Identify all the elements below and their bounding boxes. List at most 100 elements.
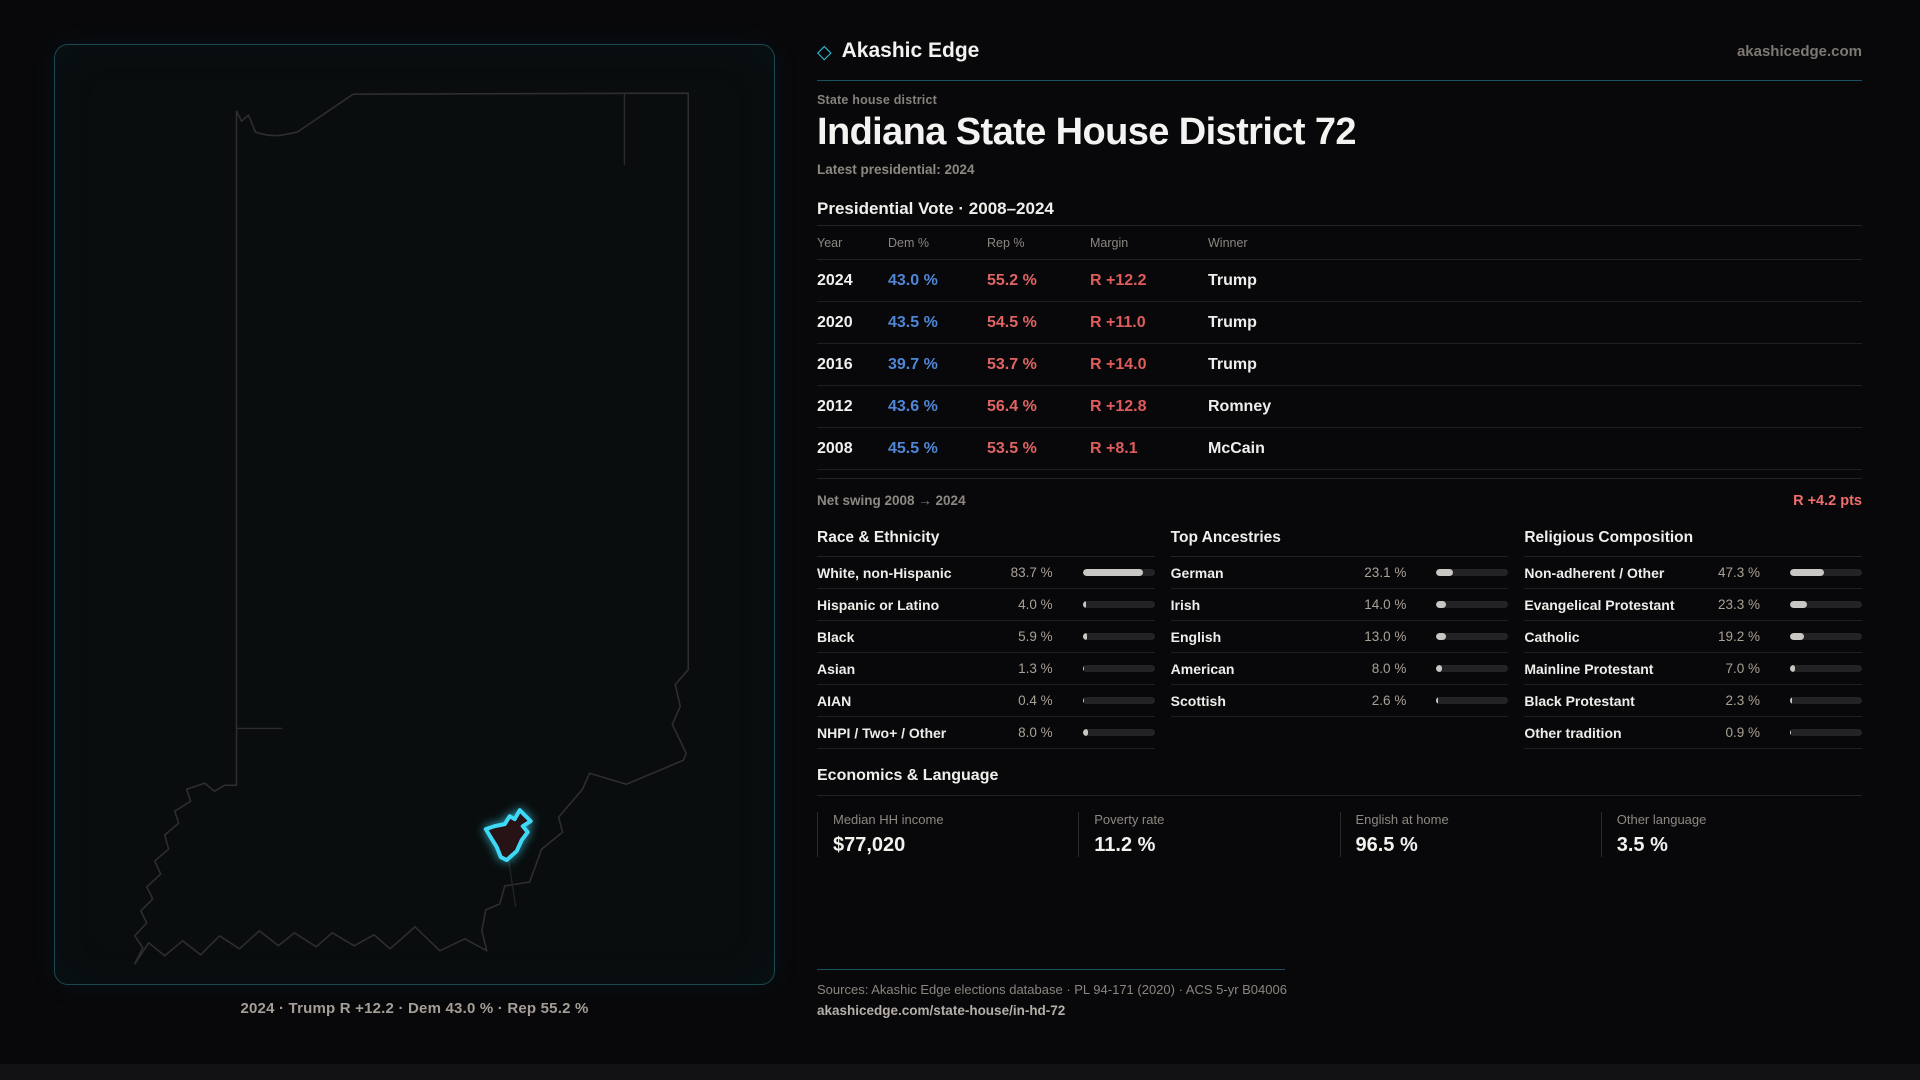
demo-row-evangelical-protestant: Evangelical Protestant 23.3 % [1524,589,1862,621]
stat-median-hh-income: Median HH income $77,020 [817,812,1078,857]
demo-group-title: Race & Ethnicity [817,529,1155,557]
demo-row-other-tradition: Other tradition 0.9 % [1524,717,1862,749]
demo-bar [1436,601,1509,608]
demo-bar-fill [1436,697,1439,704]
demo-label: Asian [817,660,856,677]
cell-winner: Trump [1208,259,1862,302]
cell-rep: 53.7 % [987,343,1090,386]
presidential-vote-table: Year Dem % Rep % Margin Winner 2024 43.0 … [817,225,1862,470]
district-72-shape[interactable] [483,808,533,863]
demo-value: 23.3 % [1717,597,1760,612]
stat-label: Poverty rate [1094,812,1165,827]
demo-label: German [1170,564,1224,581]
col-rep: Rep % [987,225,1090,260]
district-map-panel [54,44,775,985]
brand-header: ◇ Akashic Edge akashicedge.com [817,36,1862,66]
cell-margin: R +11.0 [1090,301,1208,344]
demo-row-irish: Irish 14.0 % [1170,589,1509,621]
page-eyebrow: State house district [817,93,937,107]
demo-label: American [1170,660,1235,677]
cell-year: 2012 [817,385,888,428]
demo-label: Mainline Protestant [1524,660,1654,677]
demo-bar-fill [1789,665,1796,672]
demo-value: 83.7 % [1010,565,1053,580]
demo-row-nhpi-two-other: NHPI / Two+ / Other 8.0 % [817,717,1155,749]
table-end-divider [817,478,1862,479]
demo-row-black: Black 5.9 % [817,621,1155,653]
demo-label: Black Protestant [1524,692,1635,709]
net-swing-label: Net swing 2008 → 2024 [817,493,966,508]
demo-row-german: German 23.1 % [1170,557,1509,589]
demo-value: 23.1 % [1364,565,1407,580]
demo-bar [1789,665,1862,672]
col-year: Year [817,225,888,260]
demo-label: Scottish [1170,692,1226,709]
stat-label: English at home [1355,812,1449,827]
permalink[interactable]: akashicedge.com/state-house/in-hd-72 [817,1003,1066,1018]
demo-group-race-ethnicity: Race & Ethnicity White, non-Hispanic 83.7 … [817,529,1155,749]
county-line-south [508,860,517,907]
demo-label: English [1170,628,1222,645]
cell-dem: 45.5 % [888,427,987,470]
report-content: ◇ Akashic Edge akashicedge.com State hou… [817,36,1862,1018]
stat-label: Other language [1616,812,1707,827]
vote-row-2012: 2012 43.6 % 56.4 % R +12.8 Romney [817,385,1862,428]
col-dem: Dem % [888,225,987,260]
demo-row-american: American 8.0 % [1170,653,1509,685]
page-subtitle: Latest presidential: 2024 [817,162,975,177]
demo-bar-fill [1082,665,1084,672]
demo-value: 2.3 % [1725,693,1760,708]
cell-dem: 39.7 % [888,343,987,386]
col-winner: Winner [1208,225,1862,260]
cell-year: 2020 [817,301,888,344]
demo-value: 19.2 % [1717,629,1760,644]
cell-rep: 56.4 % [987,385,1090,428]
demo-bar-fill [1789,697,1792,704]
cell-margin: R +12.2 [1090,259,1208,302]
demo-value: 8.0 % [1371,661,1407,676]
demo-label: Other tradition [1524,724,1622,741]
demo-bar-fill [1789,601,1807,608]
sources-line: Sources: Akashic Edge elections database… [817,982,1287,997]
demo-group-title: Top Ancestries [1170,529,1509,557]
demo-bar-fill [1082,729,1089,736]
net-swing-row: Net swing 2008 → 2024 R +4.2 pts [817,493,1862,509]
cell-year: 2016 [817,343,888,386]
demo-bar-fill [1789,729,1791,736]
demo-bar [1082,569,1155,576]
demo-bar [1436,569,1509,576]
demo-bar [1789,729,1862,736]
vote-table-header-row: Year Dem % Rep % Margin Winner [817,225,1862,260]
vote-table-body: 2024 43.0 % 55.2 % R +12.2 Trump 2020 43.5 % 54… [817,259,1862,470]
net-swing-value: R +4.2 pts [1793,493,1862,509]
demo-label: NHPI / Two+ / Other [817,724,947,741]
brand-diamond-icon: ◇ [817,41,832,63]
col-margin: Margin [1090,225,1208,260]
vote-table-title: Presidential Vote · 2008–2024 [817,199,1054,218]
demo-row-non-adherent-other: Non-adherent / Other 47.3 % [1524,557,1862,589]
cell-winner: Trump [1208,301,1862,344]
demo-value: 0.9 % [1725,725,1760,740]
stat-english-at-home: English at home 96.5 % [1339,812,1601,857]
map-caption: 2024 · Trump R +12.2 · Dem 43.0 % · Rep … [240,1000,589,1017]
demo-bar-fill [1082,601,1086,608]
cell-dem: 43.6 % [888,385,987,428]
demo-value: 2.6 % [1371,693,1407,708]
demo-row-english: English 13.0 % [1170,621,1509,653]
demo-bar-fill [1082,569,1143,576]
bottom-edge-bar [0,1064,1920,1080]
demo-bar [1789,569,1862,576]
demo-bar [1436,633,1509,640]
demo-row-white-non-hispanic: White, non-Hispanic 83.7 % [817,557,1155,589]
demo-label: Irish [1170,596,1201,613]
demo-value: 7.0 % [1725,661,1760,676]
cell-winner: Romney [1208,385,1862,428]
demo-row-aian: AIAN 0.4 % [817,685,1155,717]
cell-dem: 43.5 % [888,301,987,344]
demo-label: Non-adherent / Other [1524,564,1665,581]
demo-bar-fill [1082,633,1087,640]
brand-domain[interactable]: akashicedge.com [1736,42,1862,60]
cell-winner: Trump [1208,343,1862,386]
economics-stats: Median HH income $77,020 Poverty rate 11.2 … [817,812,1862,857]
demo-bar-fill [1436,601,1447,608]
